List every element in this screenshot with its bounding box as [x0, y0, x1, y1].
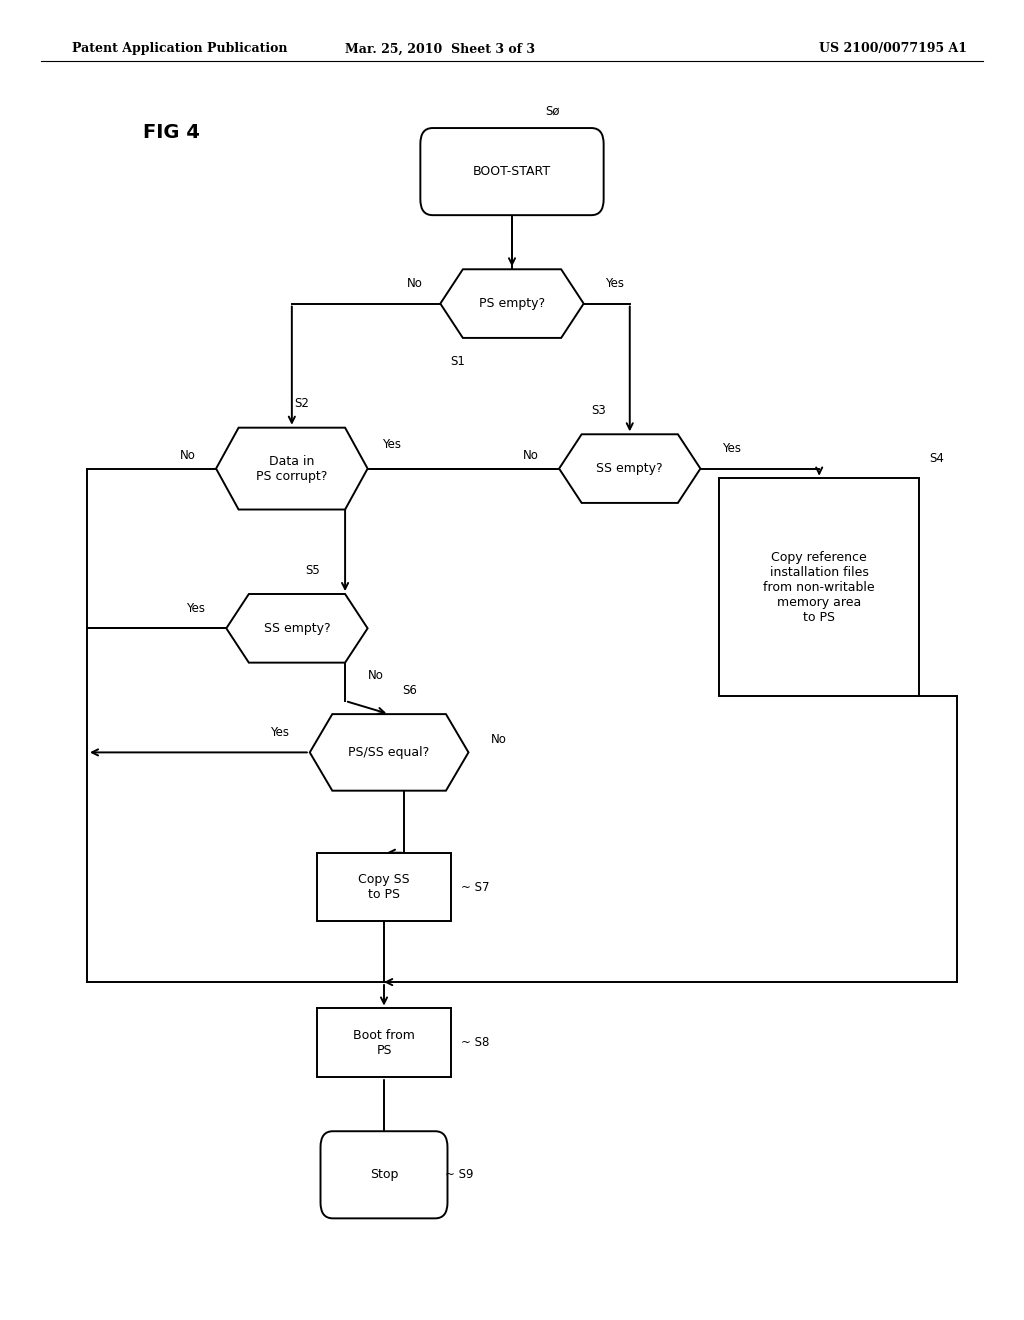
Text: Mar. 25, 2010  Sheet 3 of 3: Mar. 25, 2010 Sheet 3 of 3	[345, 42, 536, 55]
Text: Yes: Yes	[605, 277, 624, 290]
Text: No: No	[407, 277, 423, 290]
Polygon shape	[559, 434, 700, 503]
Text: Data in
PS corrupt?: Data in PS corrupt?	[256, 454, 328, 483]
Text: No: No	[522, 449, 539, 462]
Text: S5: S5	[305, 564, 319, 577]
Text: Boot from
PS: Boot from PS	[353, 1028, 415, 1057]
Text: S1: S1	[451, 355, 466, 368]
Text: SS empty?: SS empty?	[596, 462, 664, 475]
Text: No: No	[492, 733, 507, 746]
Text: Yes: Yes	[186, 602, 205, 615]
Text: PS/SS equal?: PS/SS equal?	[348, 746, 430, 759]
Bar	[317, 1008, 451, 1077]
Text: Copy reference
installation files
from non-writable
memory area
to PS: Copy reference installation files from n…	[763, 550, 876, 624]
Text: FIG 4: FIG 4	[143, 123, 201, 141]
Text: Stop: Stop	[370, 1168, 398, 1181]
Polygon shape	[309, 714, 469, 791]
Polygon shape	[440, 269, 584, 338]
FancyBboxPatch shape	[321, 1131, 447, 1218]
Text: PS empty?: PS empty?	[479, 297, 545, 310]
FancyBboxPatch shape	[420, 128, 603, 215]
Text: Copy SS
to PS: Copy SS to PS	[358, 873, 410, 902]
Polygon shape	[226, 594, 368, 663]
Text: Sø: Sø	[546, 104, 560, 117]
Text: Yes: Yes	[382, 438, 400, 451]
Text: S6: S6	[402, 684, 417, 697]
Text: No: No	[368, 669, 384, 682]
Bar	[317, 853, 451, 921]
Text: Yes: Yes	[269, 726, 289, 739]
Text: SS empty?: SS empty?	[263, 622, 331, 635]
Text: Patent Application Publication: Patent Application Publication	[72, 42, 287, 55]
Text: S3: S3	[592, 404, 606, 417]
Text: US 2100/0077195 A1: US 2100/0077195 A1	[819, 42, 968, 55]
Text: S4: S4	[930, 453, 944, 465]
Text: ~ S9: ~ S9	[445, 1168, 474, 1181]
Text: ~ S8: ~ S8	[461, 1036, 489, 1049]
Polygon shape	[216, 428, 368, 510]
Bar	[719, 478, 920, 697]
Text: S2: S2	[295, 397, 309, 411]
Text: BOOT-START: BOOT-START	[473, 165, 551, 178]
Text: ~ S7: ~ S7	[461, 880, 489, 894]
Text: No: No	[179, 449, 196, 462]
Text: Yes: Yes	[722, 442, 740, 455]
